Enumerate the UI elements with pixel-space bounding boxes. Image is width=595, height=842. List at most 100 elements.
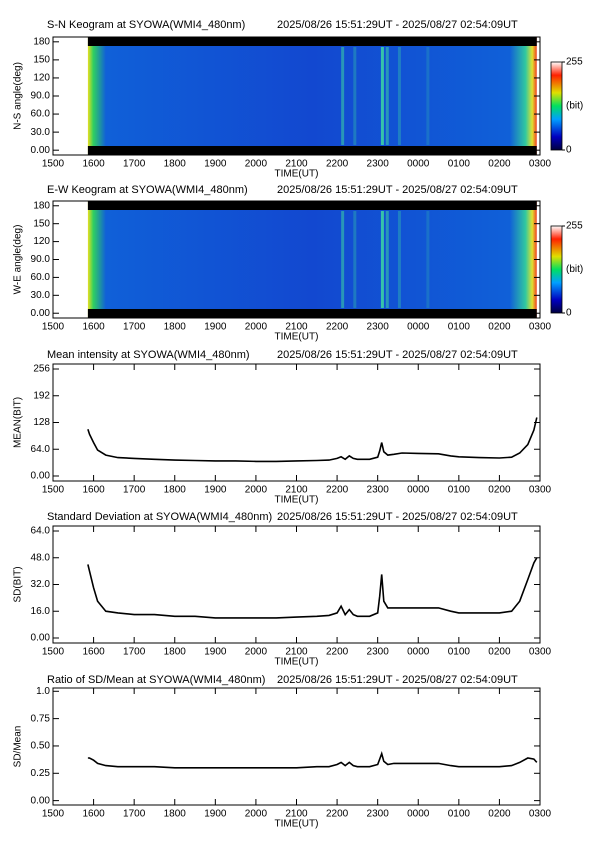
plot-frame	[52, 363, 541, 482]
keogram-streak	[380, 211, 384, 308]
x-tick-label: 2100	[285, 809, 308, 820]
colorbar	[550, 61, 563, 151]
x-tick-label: 2100	[285, 322, 308, 333]
x-tick-label: 2100	[285, 647, 308, 658]
y-tick-label: 64.0	[31, 526, 51, 537]
x-tick-label: 0100	[448, 809, 471, 820]
x-tick-label: 2200	[326, 159, 349, 170]
x-tick-label: 0200	[488, 647, 511, 658]
x-tick-label: 1500	[42, 809, 65, 820]
x-tick-label: 1900	[204, 159, 227, 170]
x-tick-label: 2300	[367, 322, 390, 333]
x-tick-label: 2000	[245, 159, 268, 170]
x-tick-label: 0100	[448, 322, 471, 333]
keogram-streak	[385, 47, 389, 145]
x-tick-label: 1800	[164, 647, 187, 658]
x-tick-label: 0200	[488, 322, 511, 333]
x-tick-label: 0000	[407, 809, 430, 820]
y-tick-label: 0.25	[31, 768, 51, 779]
y-tick-label: 90.0	[31, 91, 51, 102]
x-tick-label: 1600	[82, 809, 105, 820]
x-tick-label: 0200	[488, 809, 511, 820]
chart-subtitle: 2025/08/26 15:51:29UT - 2025/08/27 02:54…	[277, 349, 518, 361]
y-axis-label: SD(BIT)	[13, 566, 24, 602]
keogram-streak	[353, 211, 357, 308]
y-tick-label: 64.0	[31, 444, 51, 455]
x-tick-label: 1600	[82, 322, 105, 333]
x-tick-label: 1500	[42, 322, 65, 333]
x-axis-label: TIME(UT)	[275, 332, 319, 343]
y-tick-label: 90.0	[31, 254, 51, 265]
x-tick-label: 1500	[42, 159, 65, 170]
y-tick-label: 0.75	[31, 713, 51, 724]
chart-title: Mean intensity at SYOWA(WMI4_480nm)	[47, 349, 250, 361]
y-tick-label: 0.00	[31, 795, 51, 806]
x-tick-label: 2300	[367, 809, 390, 820]
x-tick-label: 0300	[529, 159, 552, 170]
y-tick-label: 150	[33, 55, 50, 66]
x-tick-label: 2200	[326, 809, 349, 820]
y-tick-label: 180	[33, 36, 50, 47]
y-tick-label: 0.00	[31, 471, 51, 482]
x-tick-label: 1600	[82, 159, 105, 170]
x-tick-label: 0000	[407, 485, 430, 496]
x-tick-label: 0300	[529, 809, 552, 820]
x-axis-label: TIME(UT)	[275, 169, 319, 180]
x-tick-label: 1700	[123, 809, 146, 820]
x-axis-label: TIME(UT)	[275, 657, 319, 668]
x-tick-label: 0200	[488, 159, 511, 170]
keogram-streak	[353, 47, 357, 145]
x-tick-label: 0000	[407, 322, 430, 333]
y-tick-label: 180	[33, 200, 50, 211]
data-line	[87, 750, 538, 769]
x-tick-label: 0200	[488, 485, 511, 496]
colorbar	[550, 225, 563, 314]
colorbar-label: (bit)	[566, 101, 583, 112]
colorbar-tick-label: 255	[566, 57, 583, 68]
x-tick-label: 2000	[245, 485, 268, 496]
y-tick-label: 60.0	[31, 272, 51, 283]
x-tick-label: 1800	[164, 322, 187, 333]
y-tick-label: 30.0	[31, 290, 51, 301]
x-tick-label: 1700	[123, 647, 146, 658]
y-tick-label: 30.0	[31, 127, 51, 138]
keogram-streak	[341, 47, 345, 145]
y-axis-label: SD/Mean	[13, 726, 24, 768]
x-tick-label: 1600	[82, 485, 105, 496]
x-tick-label: 0100	[448, 647, 471, 658]
y-tick-label: 60.0	[31, 109, 51, 120]
x-tick-label: 0300	[529, 647, 552, 658]
keogram-streak	[397, 47, 401, 145]
keogram-band	[87, 146, 537, 155]
x-tick-label: 2100	[285, 485, 308, 496]
y-tick-label: 0.50	[31, 741, 51, 752]
y-axis-label: N-S angle(deg)	[13, 62, 24, 130]
colorbar-tick-label: 0	[566, 308, 572, 319]
y-tick-label: 48.0	[31, 552, 51, 563]
chart-title: Ratio of SD/Mean at SYOWA(WMI4_480nm)	[47, 674, 265, 686]
keogram-band	[87, 309, 537, 318]
keogram-band	[87, 37, 537, 46]
x-tick-label: 2200	[326, 322, 349, 333]
x-tick-label: 2300	[367, 647, 390, 658]
plot-frame	[52, 525, 541, 644]
x-tick-label: 0000	[407, 159, 430, 170]
x-tick-label: 1500	[42, 647, 65, 658]
x-tick-label: 0100	[448, 485, 471, 496]
y-tick-label: 192	[33, 390, 50, 401]
colorbar-tick-label: 0	[566, 145, 572, 156]
x-tick-label: 1700	[123, 322, 146, 333]
y-tick-label: 128	[33, 417, 50, 428]
x-tick-label: 2200	[326, 485, 349, 496]
x-axis-label: TIME(UT)	[275, 819, 319, 830]
chart-title: S-N Keogram at SYOWA(WMI4_480nm)	[47, 19, 245, 31]
keogram-streak	[426, 211, 430, 308]
keogram-streak	[380, 47, 384, 145]
x-tick-label: 0300	[529, 322, 552, 333]
x-tick-label: 2300	[367, 159, 390, 170]
y-tick-label: 32.0	[31, 579, 51, 590]
keogram-band	[87, 201, 537, 210]
x-tick-label: 1900	[204, 809, 227, 820]
y-axis-label: W-E angle(deg)	[13, 225, 24, 295]
